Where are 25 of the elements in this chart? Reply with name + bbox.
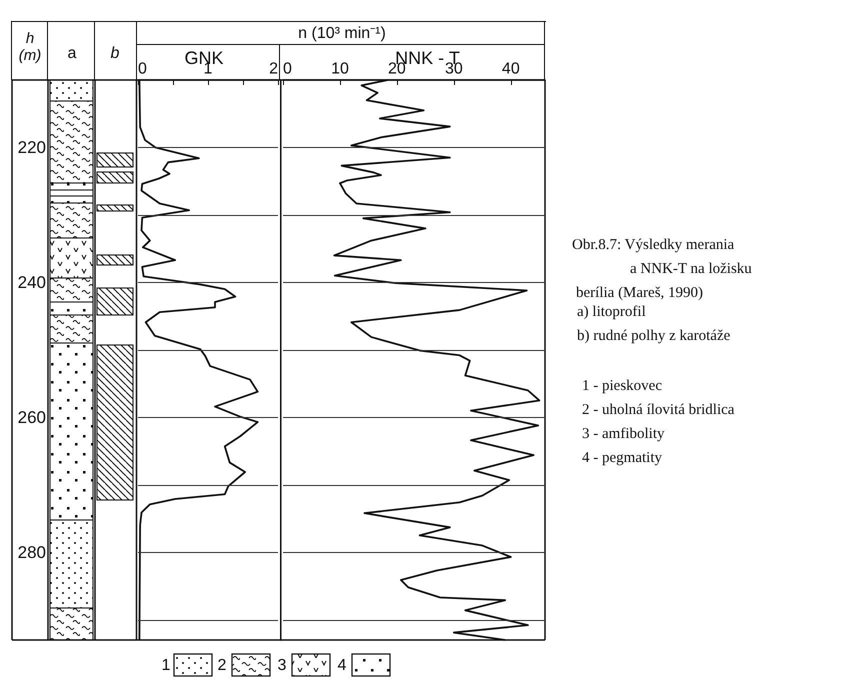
text: 3 - amfibolity bbox=[582, 425, 664, 444]
y-axis-title: h (m) bbox=[18, 30, 42, 64]
chart-title: n (10³ min⁻¹) bbox=[297, 24, 387, 44]
x-tick-label: 10 bbox=[331, 60, 349, 78]
text: 1 - pieskovec bbox=[582, 377, 662, 396]
y-tick-label: 260 bbox=[18, 408, 46, 427]
y-tick-label: 240 bbox=[18, 272, 46, 292]
x-tick-label: 2 bbox=[269, 60, 278, 78]
x-tick-label: 0 bbox=[283, 60, 292, 78]
text: 1 bbox=[160, 656, 172, 676]
y-tick-label: 280 bbox=[18, 542, 46, 562]
text: 3 bbox=[276, 656, 288, 676]
text: 2 bbox=[216, 656, 228, 676]
x-tick-label: 40 bbox=[502, 60, 520, 78]
x-tick-label: 0 bbox=[138, 60, 147, 78]
text: b bbox=[110, 44, 120, 64]
text: Obr.8.7: Výsledky merania a NNK-T na ložisku berília (Mareš, 1990) bbox=[572, 236, 752, 303]
text: a) litoprofil bbox=[577, 303, 646, 322]
text: 4 - pegmatity bbox=[582, 449, 662, 468]
text: 4 bbox=[336, 656, 348, 676]
text: 2 - uholná ílovitá bridlica bbox=[582, 401, 734, 420]
y-tick-label: 220 bbox=[18, 138, 46, 157]
text: a bbox=[66, 44, 78, 64]
text: b) rudné polhy z karotáže bbox=[577, 327, 730, 346]
x-tick-label: 30 bbox=[444, 60, 463, 78]
